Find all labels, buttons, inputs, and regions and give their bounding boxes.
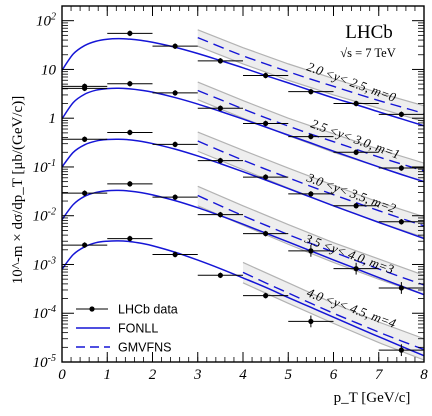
data-point-4-3 <box>197 272 243 279</box>
data-point-2-3 <box>197 157 243 164</box>
gmvfns-curve-0 <box>197 36 424 115</box>
data-points <box>62 30 424 357</box>
band-area-1 <box>197 82 424 182</box>
fonll-curve-3 <box>62 189 424 296</box>
data-point-1-2 <box>152 90 198 96</box>
x-tick-label: 8 <box>420 367 428 383</box>
y-tick-label: 102 <box>36 12 56 30</box>
data-point-0-1 <box>107 30 153 37</box>
legend-label-1: FONLL <box>118 322 158 336</box>
x-tick-label: 4 <box>239 367 247 383</box>
fonll-curve-0 <box>62 37 424 127</box>
y-tick-label: 10 <box>41 62 57 78</box>
data-point-0-5 <box>288 88 334 95</box>
experiment-label: LHCb <box>345 22 393 43</box>
data-point-1-0 <box>62 85 108 92</box>
x-tick-label: 0 <box>58 367 66 383</box>
legend-label-2: GMVFNS <box>118 341 171 355</box>
y-tick-label: 10-4 <box>33 304 56 322</box>
data-point-2-1 <box>107 129 153 136</box>
x-tick-label: 2 <box>149 367 157 383</box>
band-upper-2 <box>197 131 424 218</box>
x-tick-label: 7 <box>375 367 384 383</box>
data-point-2-5 <box>288 191 334 197</box>
data-point-4-2 <box>152 251 198 258</box>
data-point-4-0 <box>62 242 108 248</box>
legend-entry-2: GMVFNS <box>76 341 171 355</box>
band-area-0 <box>197 29 424 122</box>
data-point-4-5 <box>288 315 334 328</box>
data-point-1-3 <box>197 105 243 112</box>
gmvfns-curve-2 <box>197 140 424 227</box>
data-point-2-4 <box>243 174 289 180</box>
data-point-1-1 <box>107 80 153 87</box>
data-point-2-6 <box>333 202 379 209</box>
band-upper-0 <box>197 29 424 107</box>
y-tick-label: 10-1 <box>33 158 56 176</box>
legend-entry-0: LHCb data <box>76 303 178 317</box>
legend-label-0: LHCb data <box>118 303 178 317</box>
data-point-3-0 <box>62 190 108 196</box>
data-point-3-7 <box>378 282 424 294</box>
x-tick-label: 6 <box>330 367 338 383</box>
data-point-0-4 <box>243 72 289 79</box>
data-point-2-0 <box>62 136 108 143</box>
data-point-0-7 <box>378 111 424 118</box>
data-point-4-1 <box>107 235 153 242</box>
legend: LHCb data FONLL GMVFNS <box>76 303 178 355</box>
fonll-curve-4 <box>62 240 424 357</box>
x-tick-label: 1 <box>104 367 112 383</box>
energy-label: √s = 7 TeV <box>340 46 396 60</box>
y-tick-label: 10-2 <box>33 207 56 225</box>
data-point-3-4 <box>243 230 289 237</box>
band-upper-3 <box>197 185 424 276</box>
y-axis-label: 10^-m × dσ/dp_T [μb/(GeV/c)] <box>10 96 26 284</box>
y-tick-label: 10-5 <box>33 353 56 371</box>
fonll-curve-1 <box>62 87 424 183</box>
data-point-3-5 <box>288 245 334 257</box>
x-tick-label: 3 <box>193 367 202 383</box>
data-point-0-6 <box>333 100 379 107</box>
legend-entry-1: FONLL <box>76 322 158 336</box>
data-point-1-7 <box>378 165 424 171</box>
band-upper-1 <box>197 81 424 164</box>
data-point-2-7 <box>378 219 424 225</box>
y-tick-label: 1 <box>49 111 57 127</box>
band-upper-4 <box>242 261 424 340</box>
band-area-4 <box>243 262 424 360</box>
x-tick-label: 5 <box>285 367 293 383</box>
x-axis-label: p_T [GeV/c] <box>334 390 411 406</box>
data-point-1-4 <box>243 120 289 127</box>
data-point-3-2 <box>152 194 198 200</box>
band-lower-4 <box>242 282 424 361</box>
band-area-3 <box>197 186 424 295</box>
data-point-3-1 <box>107 181 153 187</box>
fonll-curve-2 <box>62 138 424 240</box>
data-point-4-6 <box>378 344 424 357</box>
axis-ticks: 0 1 2 3 4 5 6 7 8 10-5 10-4 10-3 10-2 10-1 1 10 102 <box>33 6 428 383</box>
data-point-0-3 <box>197 58 243 64</box>
data-point-1-5 <box>288 133 334 140</box>
band-area-2 <box>197 132 424 238</box>
data-point-3-6 <box>333 262 379 275</box>
gmvfns-curve-3 <box>197 194 424 286</box>
data-point-4-4 <box>243 292 289 299</box>
data-point-2-2 <box>152 141 198 148</box>
data-point-1-6 <box>333 149 379 156</box>
y-tick-label: 10-3 <box>33 255 56 273</box>
data-point-0-2 <box>152 43 198 49</box>
data-point-3-3 <box>197 211 243 218</box>
